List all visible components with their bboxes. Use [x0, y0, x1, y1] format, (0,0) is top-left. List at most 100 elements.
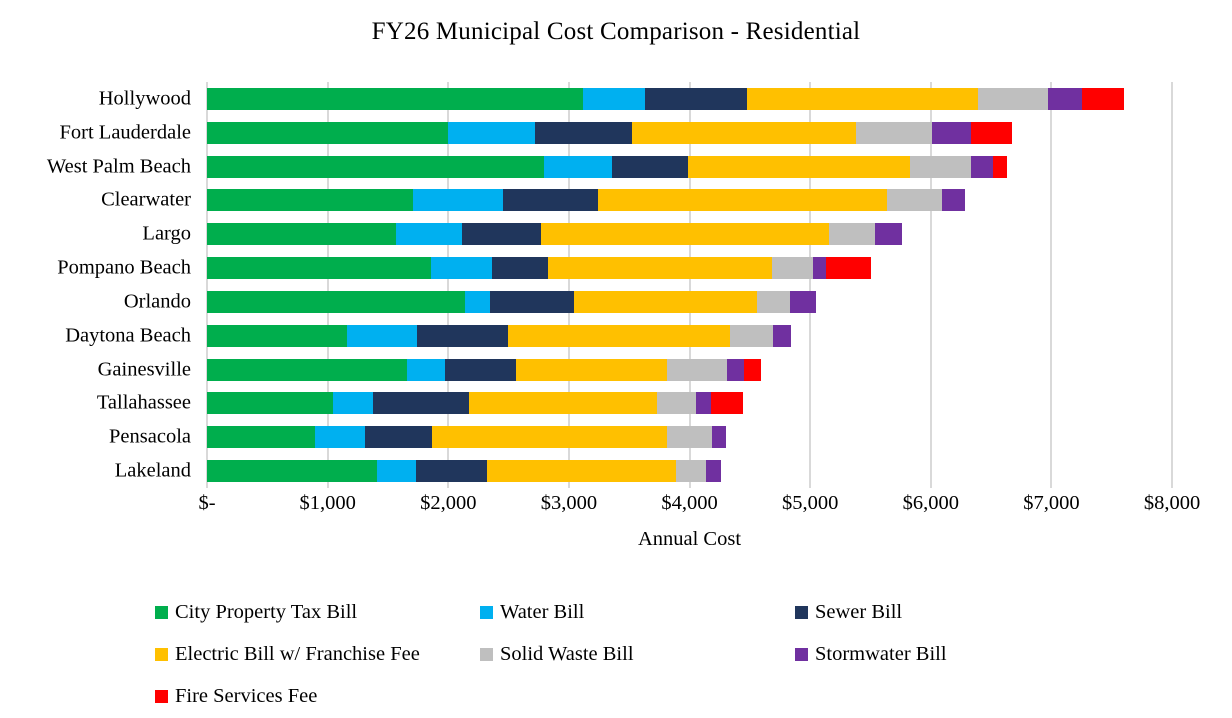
x-axis-tick-label: $8,000	[1143, 492, 1201, 514]
y-axis-label: Orlando	[123, 290, 191, 313]
bar-segment	[771, 257, 813, 280]
legend-item-label: Fire Services Fee	[175, 685, 318, 707]
bar-row	[207, 121, 1172, 144]
bar-segment	[706, 460, 722, 483]
bar-segment	[598, 189, 888, 212]
bar-segment	[711, 392, 744, 415]
bar-segment	[971, 121, 1013, 144]
gridline	[688, 82, 691, 488]
gridline	[567, 82, 570, 488]
legend-row: Electric Bill w/ Franchise Fee Solid Wast…	[155, 638, 1105, 680]
bar-segment	[346, 324, 417, 347]
bar-segment	[503, 189, 599, 212]
bar-segment	[372, 392, 469, 415]
bar-segment	[942, 189, 966, 212]
bar-segment	[645, 87, 748, 110]
legend-item-label: Water Bill	[500, 601, 585, 623]
x-axis-tick-label: $4,000	[661, 492, 718, 514]
legend-item[interactable]: Water Bill	[480, 602, 584, 623]
bar-segment	[207, 121, 449, 144]
legend-item-label: City Property Tax Bill	[175, 601, 358, 623]
y-axis-label: Gainesville	[97, 358, 191, 381]
bar-segment	[314, 426, 365, 449]
bar-segment	[743, 358, 761, 381]
legend-item-label: Solid Waste Bill	[500, 643, 634, 665]
bar-segment	[416, 460, 488, 483]
gridline	[1050, 82, 1053, 488]
bar-row	[207, 426, 1172, 449]
bar-segment	[487, 460, 676, 483]
bar-segment	[207, 155, 544, 178]
bar-segment	[207, 87, 584, 110]
bar-segment	[430, 257, 492, 280]
legend-item[interactable]: Solid Waste Bill	[480, 644, 634, 665]
bar-segment	[543, 155, 612, 178]
bar-segment	[583, 87, 646, 110]
bar-segment	[461, 223, 541, 246]
bar-segment	[207, 392, 334, 415]
bar-segment	[666, 426, 713, 449]
bar-segment	[448, 121, 536, 144]
bar-segment	[611, 155, 688, 178]
gridline	[1171, 82, 1173, 488]
bar-segment	[207, 460, 378, 483]
y-axis-label: Daytona Beach	[65, 324, 191, 347]
bar-segment	[207, 324, 347, 347]
bar-segment	[825, 257, 872, 280]
x-axis-tick-label: $-	[198, 492, 216, 514]
bar-segment	[632, 121, 856, 144]
y-axis-label: Pensacola	[109, 425, 191, 448]
legend-row: Fire Services Fee	[155, 680, 1105, 718]
bar-segment	[207, 189, 414, 212]
x-axis-tick-label: $6,000	[902, 492, 959, 514]
legend-item[interactable]: Fire Services Fee	[155, 686, 317, 707]
legend-swatch-icon	[795, 605, 808, 619]
bar-segment	[431, 426, 667, 449]
bar-segment	[656, 392, 697, 415]
bar-segment	[667, 358, 727, 381]
bar-segment	[790, 290, 817, 313]
y-axis-category-labels: Hollywood Fort Lauderdale West Palm Beach C…	[0, 82, 200, 488]
legend-row: City Property Tax Bill Water Bill Sewer Bi…	[155, 596, 1105, 638]
x-axis-tick-label: $5,000	[781, 492, 839, 514]
y-axis-label: Pompano Beach	[57, 256, 191, 279]
bar-segment	[207, 426, 315, 449]
y-axis-label: West Palm Beach	[46, 155, 191, 178]
gridline	[929, 82, 932, 488]
bar-segment	[540, 223, 830, 246]
y-axis-label: Lakeland	[114, 459, 191, 482]
bar-row	[207, 257, 1172, 280]
x-axis-tick-label: $2,000	[420, 492, 477, 514]
chart-title: FY26 Municipal Cost Comparison - Residen…	[371, 18, 861, 45]
plot-area	[206, 82, 1173, 488]
bar-segment	[333, 392, 373, 415]
legend-item[interactable]: Electric Bill w/ Franchise Fee	[155, 644, 420, 665]
bar-segment	[445, 358, 517, 381]
legend-item[interactable]: Stormwater Bill	[795, 644, 947, 665]
bar-segment	[413, 189, 504, 212]
bar-segment	[829, 223, 875, 246]
legend-swatch-icon	[155, 605, 168, 619]
gridline	[447, 82, 450, 488]
gridline	[326, 82, 329, 488]
bar-segment	[395, 223, 462, 246]
bar-segment	[696, 392, 712, 415]
bar-segment	[416, 324, 508, 347]
legend-swatch-icon	[795, 647, 808, 661]
bar-segment	[1081, 87, 1125, 110]
legend-item-label: Electric Bill w/ Franchise Fee	[175, 643, 420, 665]
x-axis-tick-label: $7,000	[1023, 492, 1080, 514]
legend-swatch-icon	[480, 647, 493, 661]
bar-segment	[207, 358, 408, 381]
bar-segment	[931, 121, 972, 144]
bar-segment	[468, 392, 657, 415]
legend-item[interactable]: City Property Tax Bill	[155, 602, 357, 623]
bar-segment	[535, 121, 633, 144]
bar-segment	[207, 290, 466, 313]
legend-item[interactable]: Sewer Bill	[795, 602, 902, 623]
bar-segment	[377, 460, 417, 483]
bar-row	[207, 290, 1172, 313]
bar-row	[207, 223, 1172, 246]
bar-segment	[207, 223, 396, 246]
